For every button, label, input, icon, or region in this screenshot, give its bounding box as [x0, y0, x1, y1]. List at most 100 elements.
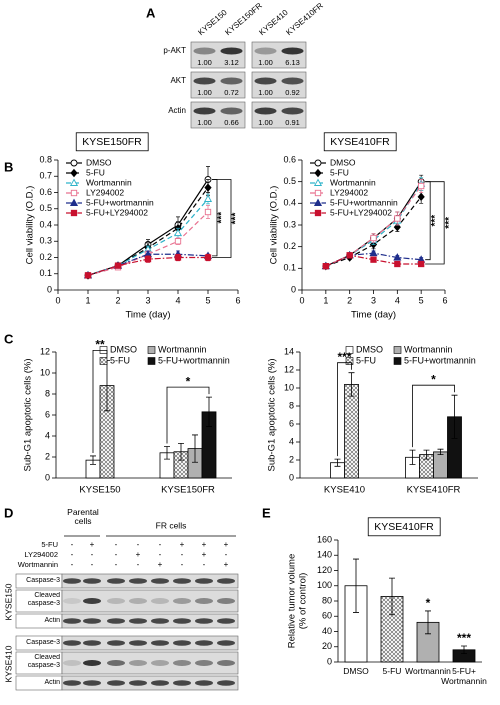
band — [107, 680, 125, 686]
error-bar — [206, 396, 212, 427]
band — [254, 77, 277, 85]
legend-label: Wortmannin — [404, 344, 452, 354]
error-bar — [389, 577, 395, 616]
legend-swatch — [393, 346, 402, 354]
band — [254, 47, 277, 55]
significance-bracket — [425, 181, 445, 265]
x-tick-label: KYSE410 — [324, 485, 365, 496]
y-tick-label: 12 — [284, 364, 294, 374]
panel-label: E — [262, 505, 271, 520]
group-label-box: Parental cells — [67, 508, 99, 526]
band — [220, 77, 243, 85]
band — [151, 680, 169, 686]
legend-marker — [70, 209, 78, 217]
band — [195, 598, 213, 604]
treatment-sign: - — [71, 540, 74, 549]
x-tick-label: 3 — [145, 295, 150, 305]
row-label-box: Actin — [44, 617, 60, 624]
data-point — [369, 248, 378, 257]
data-point — [144, 255, 152, 263]
y-tick-label: 0.2 — [39, 252, 52, 262]
significance-label: * — [431, 372, 436, 386]
legend-label: 5-FU+LY294002 — [86, 207, 148, 217]
band — [83, 578, 101, 584]
y-tick-label: 160 — [317, 534, 332, 544]
x-tick-label: 6 — [442, 295, 447, 305]
x-tick-label: Wortmannin — [405, 667, 451, 676]
error-bar — [178, 442, 184, 461]
data-point — [346, 252, 353, 259]
significance-bracket — [166, 386, 210, 444]
cell-line-label: KYSE410 — [3, 645, 13, 682]
legend-label: DMSO — [86, 157, 112, 167]
y-tick-label: 14 — [284, 346, 294, 356]
bar — [344, 383, 359, 479]
x-tick-label: KYSE150 — [79, 485, 120, 496]
x-tick-label: 5-FU+ Wortmannin — [441, 667, 487, 686]
row-label: Actin — [168, 106, 186, 115]
blot-box — [61, 635, 239, 651]
treatment-sign: - — [137, 560, 140, 569]
x-tick-label: 0 — [55, 295, 60, 305]
x-tick-label: 0 — [299, 295, 304, 305]
blot-value: 6.13 — [285, 58, 300, 67]
error-bar — [425, 610, 431, 635]
x-tick-label: 5 — [419, 295, 424, 305]
significance-bracket — [337, 362, 352, 457]
y-axis-label: Cell viability (O.D.) — [25, 186, 36, 265]
x-tick-label: 2 — [115, 295, 120, 305]
blot-box — [61, 589, 239, 613]
y-tick-label: 0.3 — [283, 219, 296, 229]
legend-label: 5-FU+wortmannin — [404, 355, 476, 365]
band — [151, 618, 169, 624]
y-tick-label: 0.1 — [39, 268, 52, 278]
significance-label: *** — [337, 350, 351, 364]
significance-label: *** — [231, 213, 242, 225]
blot-box — [61, 613, 239, 629]
data-point — [84, 272, 92, 279]
y-tick-label: 0.6 — [283, 154, 296, 164]
legend-marker — [314, 209, 322, 217]
blot-box — [190, 41, 246, 69]
band — [107, 618, 125, 624]
band — [83, 680, 101, 686]
row-label: Cleaved caspase-3 — [27, 654, 60, 669]
band — [173, 660, 191, 666]
y-axis-label: Relative tumor volume — [287, 554, 298, 649]
y-tick-label: 2 — [45, 451, 50, 461]
panel-label: C — [4, 331, 14, 346]
y-tick-label: 80 — [322, 595, 332, 605]
band — [107, 578, 125, 584]
legend-label: 5-FU+wortmannin — [86, 197, 154, 207]
y-tick-label: 0.7 — [39, 171, 52, 181]
blot-value: 0.92 — [285, 88, 300, 97]
significance-label: * — [186, 374, 191, 388]
treatment-label: 5-FU — [41, 540, 58, 549]
band — [217, 640, 235, 646]
band — [217, 598, 235, 604]
series-line — [87, 211, 209, 276]
x-tick-label: 5 — [205, 295, 210, 305]
data-point — [417, 192, 425, 202]
y-tick-label: 8 — [289, 400, 294, 410]
band — [220, 107, 243, 115]
band — [107, 640, 125, 646]
legend-swatch — [147, 346, 156, 354]
legend-label: DMSO — [330, 157, 356, 167]
significance-label: *** — [217, 212, 228, 224]
y-tick-label: 0 — [327, 656, 332, 666]
row-label-box: Cleaved caspase-3 — [28, 592, 60, 607]
legend-label: DMSO — [356, 344, 383, 354]
y-tick-label: 0.6 — [39, 187, 52, 197]
treatment-sign: + — [224, 560, 229, 569]
y-tick-label: 100 — [317, 580, 332, 590]
band — [195, 640, 213, 646]
blot-value: 1.00 — [258, 58, 273, 67]
legend-marker — [70, 159, 78, 167]
data-point — [203, 194, 213, 202]
data-point — [394, 215, 401, 222]
band — [63, 578, 81, 584]
y-tick-label: 140 — [317, 550, 332, 560]
significance-bracket — [212, 179, 232, 258]
